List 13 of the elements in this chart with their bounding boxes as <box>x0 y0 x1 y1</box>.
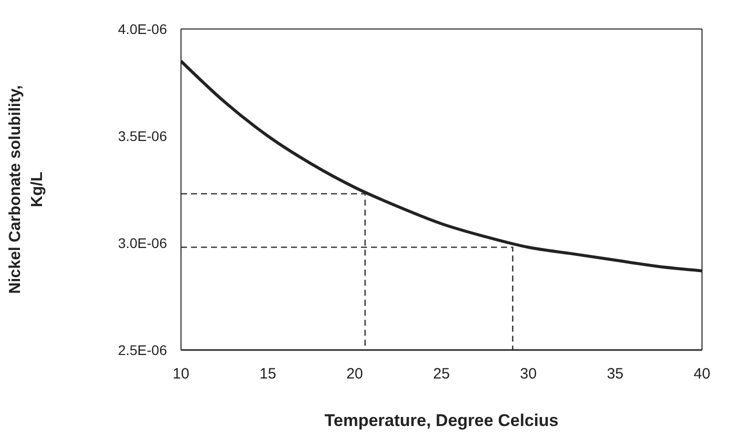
x-tick-label: 10 <box>172 366 190 383</box>
y-tick-label: 3.5E-06 <box>118 128 168 144</box>
x-tick-label: 25 <box>433 366 450 383</box>
x-tick-label: 40 <box>694 366 710 383</box>
x-axis-title: Temperature, Degree Celcius <box>324 411 558 430</box>
y-tick-label: 3.0E-06 <box>118 234 168 251</box>
y-axis-title: Nickel Carbonate solubility, Kg/L <box>7 85 46 294</box>
x-tick-label: 30 <box>520 366 537 383</box>
y-tick-label: 2.5E-06 <box>118 342 168 358</box>
x-tick-label: 20 <box>346 366 364 383</box>
x-tick-label: 35 <box>606 366 624 383</box>
y-tick-label: 4.0E-06 <box>118 20 168 37</box>
x-tick-label: 15 <box>259 366 276 383</box>
